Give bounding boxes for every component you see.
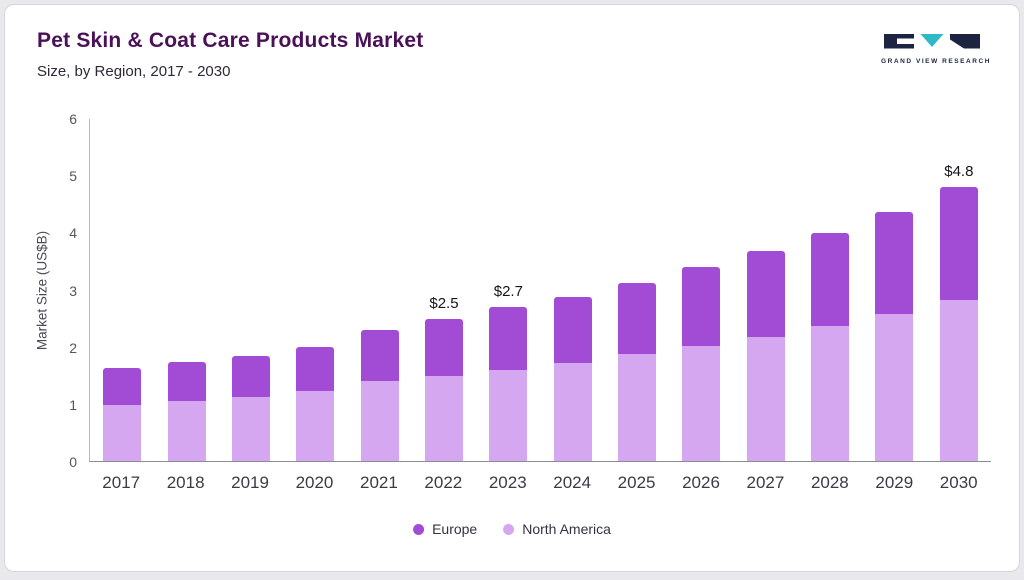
x-axis-tick-label: 2017 [102, 473, 141, 492]
bar-segment-europe [553, 296, 592, 363]
bar-segment-north-america [489, 369, 528, 461]
bar-segment-europe [811, 233, 850, 326]
bar-segment-north-america [103, 405, 142, 461]
bar-segment-north-america [296, 391, 335, 461]
bar-segment-north-america [553, 362, 592, 461]
bar-column-2022: $2.5 [412, 119, 476, 461]
bar-segment-north-america [167, 401, 206, 461]
chart-header: Pet Skin & Coat Care Products Market Siz… [37, 29, 991, 80]
x-axis-tick-label: 2027 [746, 473, 785, 492]
legend-item-north-america: North America [503, 521, 611, 537]
bar-segment-europe [296, 347, 335, 392]
page-subtitle: Size, by Region, 2017 - 2030 [37, 63, 231, 80]
bar-value-label: $2.5 [429, 294, 459, 312]
bar-segment-north-america [939, 299, 978, 461]
bar-segment-europe [875, 211, 914, 314]
x-axis-tick-label: 2020 [295, 473, 334, 492]
y-axis-tick-label: 6 [69, 111, 77, 127]
x-axis-tick-label: 2021 [359, 473, 398, 492]
bar-segment-europe [167, 362, 206, 402]
legend-label-north-america: North America [522, 521, 611, 537]
x-axis-tick-label: 2025 [617, 473, 656, 492]
x-axis-tick-label: 2019 [231, 473, 269, 492]
bar-column-2025 [605, 119, 669, 461]
bar-column-2024 [541, 119, 605, 461]
bar-column-2023: $2.7 [476, 119, 540, 461]
x-axis-tick-label: 2024 [553, 473, 592, 492]
bar-column-2017 [90, 119, 154, 461]
bar-column-2019 [219, 119, 283, 461]
bar-segment-europe [746, 251, 785, 338]
bar-segment-europe [682, 267, 721, 346]
bar-column-2020 [283, 119, 347, 461]
bar-segment-north-america [360, 381, 399, 461]
y-axis-tick-label: 0 [69, 454, 77, 470]
bar-column-2030: $4.8 [927, 119, 991, 461]
bar-value-label: $4.8 [944, 163, 974, 181]
bar-column-2028 [798, 119, 862, 461]
x-axis-tick-label: 2023 [488, 473, 527, 492]
bar-segment-north-america [746, 337, 785, 461]
legend-swatch-europe-icon [413, 523, 425, 535]
y-axis-title: Market Size (US$B) [34, 230, 50, 351]
bar-column-2021 [347, 119, 411, 461]
legend-item-europe: Europe [413, 521, 477, 537]
bar-segment-north-america [231, 396, 270, 461]
y-axis-tick-label: 1 [69, 396, 77, 413]
bar-column-2029 [862, 119, 926, 461]
bar-segment-north-america [875, 313, 914, 461]
bar-column-2027 [734, 119, 798, 461]
x-axis-tick-label: 2022 [424, 473, 463, 492]
legend: Europe North America [413, 521, 611, 537]
bar-column-2018 [154, 119, 218, 461]
bar-segment-north-america [682, 345, 721, 461]
logo-text: GRAND VIEW RESEARCH [881, 58, 991, 65]
x-axis-tick-label: 2018 [166, 473, 205, 492]
bar-value-label: $2.7 [493, 283, 523, 301]
x-axis: 2017 2018 2019 2020 2021 2022 2023 2024 2025 2026… [89, 473, 991, 493]
bar-segment-europe [424, 318, 463, 376]
page-title: Pet Skin & Coat Care Products Market [37, 29, 424, 52]
gvr-logo: GRAND VIEW RESEARCH [881, 29, 991, 80]
legend-label-europe: Europe [432, 521, 478, 537]
legend-swatch-north-america-icon [503, 523, 515, 535]
title-block: Pet Skin & Coat Care Products Market Siz… [37, 29, 423, 80]
plot-area: $2.5 $2.7 $4.8 [89, 119, 991, 462]
bar-segment-europe [489, 307, 528, 370]
bar-segment-europe [939, 187, 978, 300]
bar-segment-north-america [424, 375, 463, 461]
bar-segment-north-america [811, 325, 850, 461]
y-axis-tick-label: 5 [69, 168, 77, 185]
x-axis-tick-label: 2026 [682, 473, 720, 492]
bar-segment-europe [103, 368, 142, 406]
bar-segment-north-america [618, 354, 657, 461]
gvr-logo-icon [884, 34, 980, 49]
chart-card: Pet Skin & Coat Care Products Market Siz… [4, 4, 1020, 572]
bar-segment-europe [618, 283, 657, 355]
bar-segment-europe [231, 355, 270, 397]
bar-segment-europe [360, 329, 399, 382]
x-axis-tick-label: 2028 [810, 473, 849, 492]
x-axis-tick-label: 2030 [939, 473, 978, 492]
x-axis-tick-label: 2029 [875, 473, 914, 492]
bar-column-2026 [669, 119, 733, 461]
